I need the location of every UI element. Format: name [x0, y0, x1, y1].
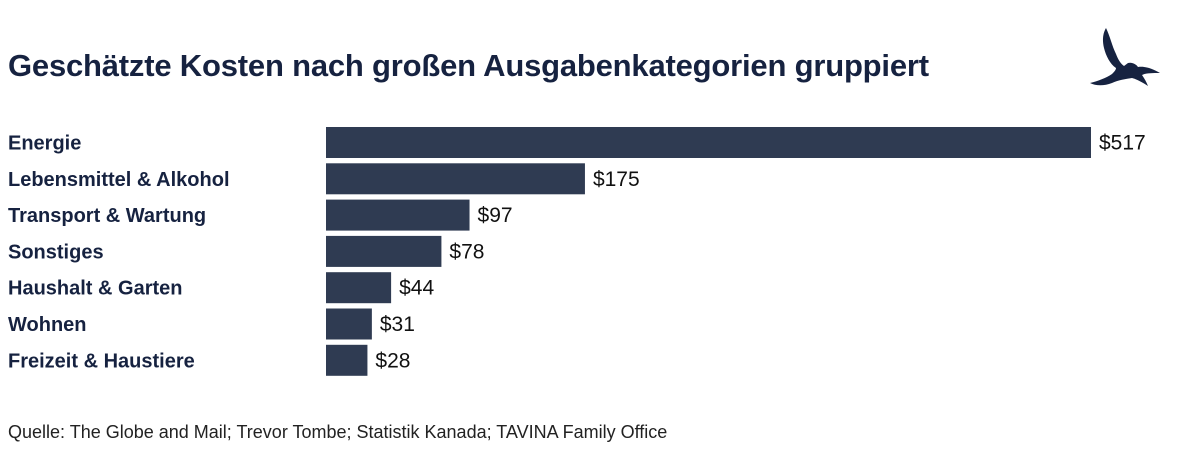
value-label: $175 [593, 168, 640, 191]
category-label: Lebensmittel & Alkohol [8, 169, 230, 191]
value-label: $28 [375, 349, 410, 372]
value-label: $78 [449, 240, 484, 263]
bar [326, 235, 442, 267]
chart-title: Geschätzte Kosten nach großen Ausgabenka… [8, 48, 929, 83]
value-label: $44 [399, 277, 434, 300]
value-label: $31 [380, 313, 415, 336]
category-label: Wohnen [8, 314, 87, 336]
eagle-icon [1090, 28, 1160, 86]
category-labels: Energie Lebensmittel & Alkohol Transport &… [8, 133, 230, 373]
value-label: $517 [1099, 132, 1146, 155]
category-label: Energie [8, 133, 81, 155]
bar [326, 308, 372, 340]
value-labels: $517 $175 $97 $78 $44 $31 $28 [375, 132, 1145, 373]
bar [326, 199, 470, 231]
category-label: Haushalt & Garten [8, 278, 182, 300]
eagle-icon-shape [1090, 28, 1160, 86]
category-label: Freizeit & Haustiere [8, 350, 195, 372]
bar [326, 127, 1091, 158]
bar-chart: Energie Lebensmittel & Alkohol Transport &… [8, 127, 1146, 376]
source-note: Quelle: The Globe and Mail; Trevor Tombe… [8, 422, 668, 442]
value-label: $97 [478, 204, 513, 227]
bar [326, 272, 392, 304]
bar [326, 344, 368, 376]
bars [326, 127, 1091, 376]
category-label: Transport & Wartung [8, 205, 206, 227]
bar [326, 163, 585, 195]
category-label: Sonstiges [8, 241, 104, 263]
